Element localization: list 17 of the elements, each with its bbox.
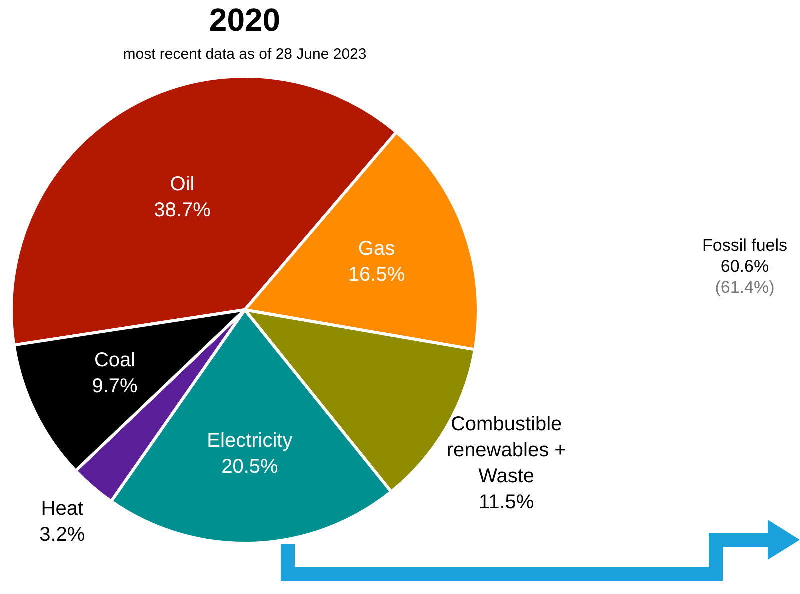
chart-title: 2020 — [208, 2, 282, 39]
data-label: 11.5% — [478, 492, 534, 514]
slice-label: Heat — [41, 498, 84, 520]
slice-label: Gas — [358, 238, 396, 260]
text: Fossil fuels — [701, 235, 789, 256]
slice-label: Oil — [170, 173, 195, 196]
slice-label: Combustible renewables + Waste — [446, 414, 566, 488]
text: (61.4%) — [714, 277, 776, 298]
chart-subtitle: most recent data as of 28 June 2023 — [122, 46, 368, 63]
data-label: 16.5% — [348, 264, 406, 286]
data-label: 3.2% — [40, 524, 86, 546]
slice-label: Coal — [94, 349, 136, 372]
text: 60.6% — [720, 256, 770, 277]
data-label: 38.7% — [154, 199, 212, 222]
data-label: 20.5% — [222, 456, 279, 478]
data-label: 9.7% — [92, 375, 138, 398]
slice-label: Electricity — [207, 430, 293, 452]
